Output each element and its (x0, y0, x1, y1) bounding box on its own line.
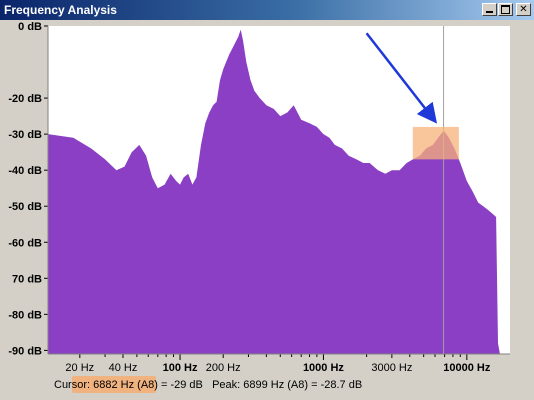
minimize-icon (486, 11, 493, 13)
close-button[interactable]: ✕ (516, 3, 531, 16)
y-tick-label: 0 dB (18, 21, 42, 33)
y-tick-label: -80 dB (8, 309, 42, 321)
maximize-icon (501, 5, 510, 14)
peak-readout: Peak: 6899 Hz (A8) = -28.7 dB (212, 379, 363, 391)
spectrum-area (48, 29, 500, 354)
peak-highlight-box (412, 126, 459, 160)
y-tick-label: -30 dB (8, 129, 42, 141)
window-title: Frequency Analysis (4, 3, 117, 17)
x-tick-label: 3000 Hz (371, 362, 412, 374)
title-bar[interactable]: Frequency Analysis ✕ (0, 0, 534, 20)
close-icon: ✕ (519, 4, 528, 15)
x-tick-label: 40 Hz (109, 362, 138, 374)
minimize-button[interactable] (482, 3, 497, 16)
y-tick-label: -60 dB (8, 237, 42, 249)
cursor-prefix: Cursor: (54, 379, 91, 391)
x-tick-label: 1000 Hz (303, 362, 344, 374)
maximize-button[interactable] (498, 3, 513, 16)
status-line: Cursor: 6882 Hz (A8) = -29 dB Peak: 6899… (54, 379, 362, 391)
annotation-arrow (365, 32, 438, 124)
x-tick-label: 100 Hz (163, 362, 198, 374)
frequency-chart[interactable]: 0 dB -20 dB -30 dB -40 dB -50 dB -60 dB 70 dB -… (0, 20, 534, 376)
cursor-value-highlight (72, 376, 156, 393)
x-tick-label: 10000 Hz (443, 362, 491, 374)
cursor-frequency: 6882 Hz (A8) (93, 379, 158, 391)
y-tick-label: -50 dB (8, 201, 42, 213)
cursor-db: = -29 dB (161, 379, 203, 391)
y-tick-label: -20 dB (8, 93, 42, 105)
y-tick-label: 70 dB (12, 273, 42, 285)
y-tick-label: -40 dB (8, 165, 42, 177)
x-tick-label: 20 Hz (65, 362, 94, 374)
y-tick-label: -90 dB (8, 345, 42, 357)
x-tick-label: 200 Hz (206, 362, 241, 374)
